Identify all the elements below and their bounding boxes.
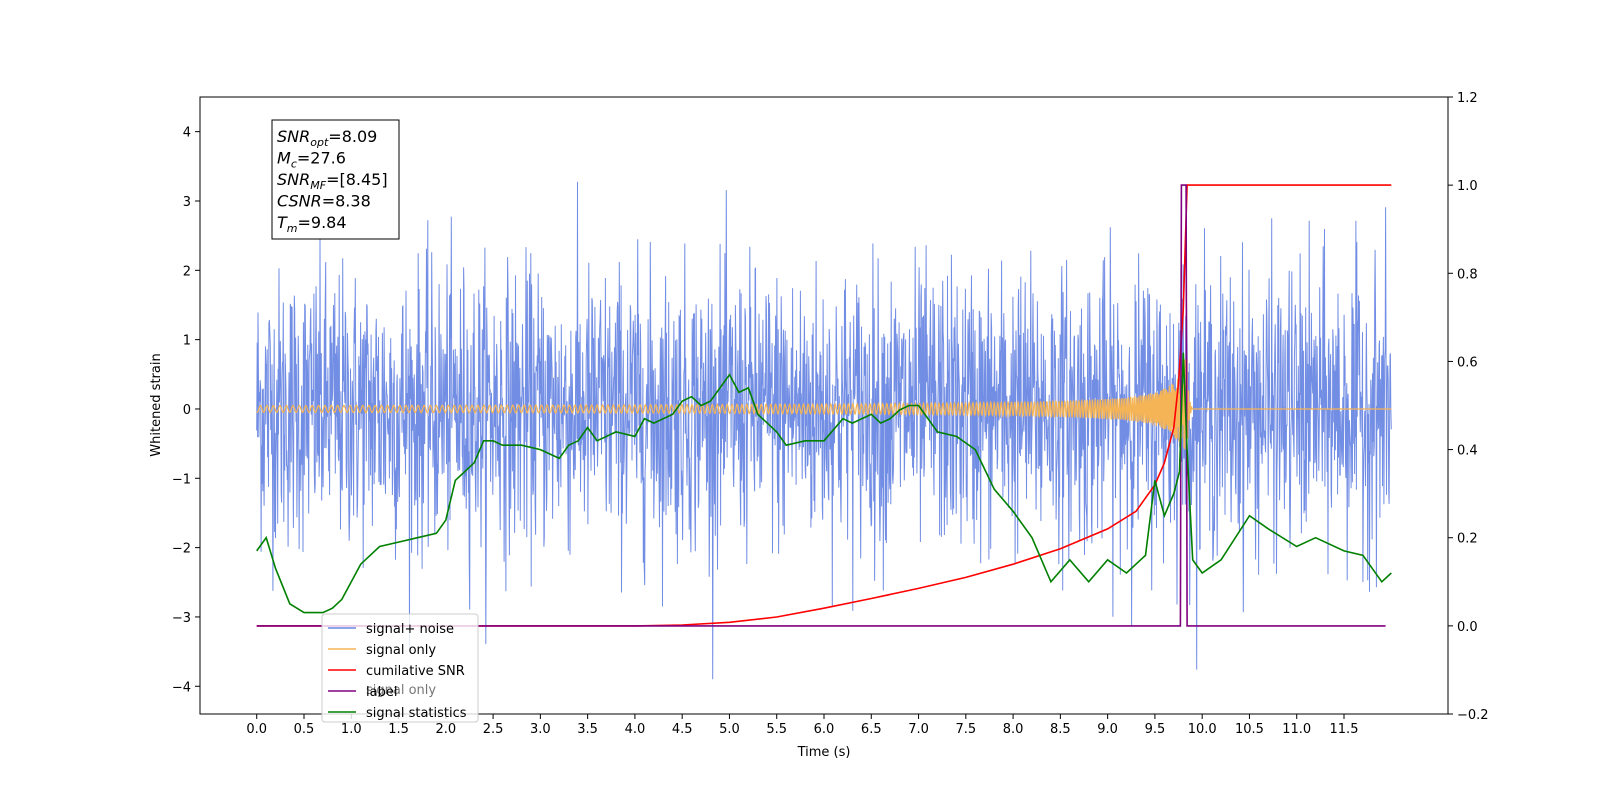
- x-tick-label: 9.0: [1097, 722, 1118, 737]
- x-axis-ticks: 0.0 0.5 1.0 1.5 2.0 2.5 3.0 3.5 4.0 4.5 5.0 5.5 6.0 6…: [246, 714, 1358, 737]
- series-signal-statistics: [256, 352, 1392, 614]
- series-label: [256, 184, 1386, 627]
- legend-entry: signal statistics: [366, 706, 467, 721]
- y-left-axis-ticks: 4 3 2 1 0 −1 −2 −3 −4: [172, 126, 200, 695]
- series-signal-noise: [256, 181, 1392, 680]
- y-left-tick-label: −1: [172, 472, 191, 487]
- x-tick-label: 10.0: [1188, 722, 1217, 737]
- x-tick-label: 6.0: [814, 722, 835, 737]
- x-tick-label: 3.0: [530, 722, 551, 737]
- x-tick-label: 8.0: [1003, 722, 1024, 737]
- x-tick-label: 11.5: [1330, 722, 1359, 737]
- x-tick-label: 2.5: [483, 722, 504, 737]
- y-right-tick-label: 0.0: [1457, 620, 1478, 635]
- x-tick-label: 2.0: [435, 722, 456, 737]
- y-left-tick-label: −2: [172, 542, 191, 557]
- y-left-axis-label: Whitened strain: [149, 353, 164, 456]
- y-left-tick-label: 2: [183, 264, 191, 279]
- x-axis-label: Time (s): [797, 745, 851, 760]
- x-tick-label: 1.5: [388, 722, 409, 737]
- y-left-tick-label: −4: [172, 680, 191, 695]
- y-left-tick-label: 4: [183, 126, 191, 141]
- x-tick-label: 1.0: [341, 722, 362, 737]
- x-tick-label: 7.0: [908, 722, 929, 737]
- annotation-line: SNRMF=[8.45]: [277, 170, 388, 192]
- x-tick-label: 6.5: [861, 722, 882, 737]
- legend: signal only signal+ noise signal only cumil…: [321, 613, 479, 723]
- legend-entry: cumilative SNR: [366, 664, 465, 679]
- x-tick-label: 4.0: [625, 722, 646, 737]
- x-tick-label: 8.5: [1050, 722, 1071, 737]
- y-left-tick-label: −3: [172, 611, 191, 626]
- x-tick-label: 10.5: [1235, 722, 1264, 737]
- y-right-tick-label: 0.4: [1457, 444, 1478, 459]
- y-right-tick-label: −0.2: [1457, 708, 1489, 723]
- x-tick-label: 5.5: [766, 722, 787, 737]
- series-signal-only: [256, 359, 1392, 452]
- y-right-tick-label: 0.2: [1457, 532, 1478, 547]
- y-right-tick-label: 1.2: [1457, 91, 1478, 106]
- y-right-tick-label: 0.6: [1457, 355, 1478, 370]
- annotation-frame: [271, 119, 400, 240]
- legend-entry: signal only: [366, 643, 436, 658]
- x-tick-label: 5.0: [719, 722, 740, 737]
- x-tick-label: 0.5: [294, 722, 315, 737]
- y-left-tick-label: 0: [183, 403, 191, 418]
- legend-frame: [321, 613, 479, 723]
- x-tick-label: 3.5: [577, 722, 598, 737]
- legend-entry: signal+ noise: [366, 622, 454, 637]
- x-tick-label: 11.0: [1282, 722, 1311, 737]
- annotation-line: Mc=27.6: [277, 149, 346, 171]
- y-right-tick-label: 1.0: [1457, 179, 1478, 194]
- y-right-tick-label: 0.8: [1457, 267, 1478, 282]
- legend-hidden-entry: signal only: [366, 683, 436, 698]
- y-right-axis-ticks: 1.2 1.0 0.8 0.6 0.4 0.2 0.0 −0.2: [1448, 91, 1489, 723]
- annotation-line: SNRopt=8.09: [277, 127, 377, 149]
- annotation-line: CSNR=8.38: [277, 192, 371, 211]
- x-tick-label: 9.5: [1145, 722, 1166, 737]
- y-left-tick-label: 1: [183, 334, 191, 349]
- x-tick-label: 4.5: [672, 722, 693, 737]
- y-left-tick-label: 3: [183, 195, 191, 210]
- x-tick-label: 0.0: [246, 722, 267, 737]
- series-layer: [256, 181, 1392, 680]
- legend-entry: label: [366, 685, 397, 700]
- x-tick-label: 7.5: [955, 722, 976, 737]
- annotation-line: Tm=9.84: [277, 213, 347, 235]
